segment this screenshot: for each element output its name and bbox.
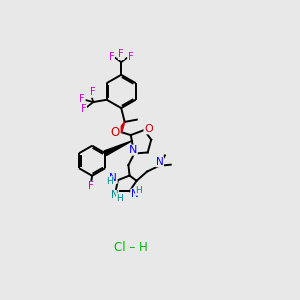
- Text: F: F: [109, 52, 114, 62]
- Text: F: F: [128, 52, 133, 62]
- Text: O: O: [144, 124, 153, 134]
- Text: H: H: [116, 194, 123, 203]
- Text: N: N: [131, 189, 139, 199]
- Text: F: F: [79, 94, 85, 104]
- Text: Cl – H: Cl – H: [114, 241, 147, 254]
- Text: N: N: [110, 173, 117, 183]
- Text: H: H: [106, 177, 113, 186]
- Text: N: N: [111, 190, 118, 200]
- Text: O: O: [111, 126, 120, 139]
- Text: F: F: [90, 87, 95, 98]
- Text: H: H: [136, 186, 142, 195]
- Polygon shape: [118, 122, 125, 133]
- Text: N: N: [129, 145, 137, 155]
- Text: F: F: [81, 104, 86, 114]
- Text: N: N: [156, 157, 164, 167]
- Text: F: F: [118, 50, 124, 59]
- Text: F: F: [88, 182, 94, 191]
- Polygon shape: [104, 141, 132, 155]
